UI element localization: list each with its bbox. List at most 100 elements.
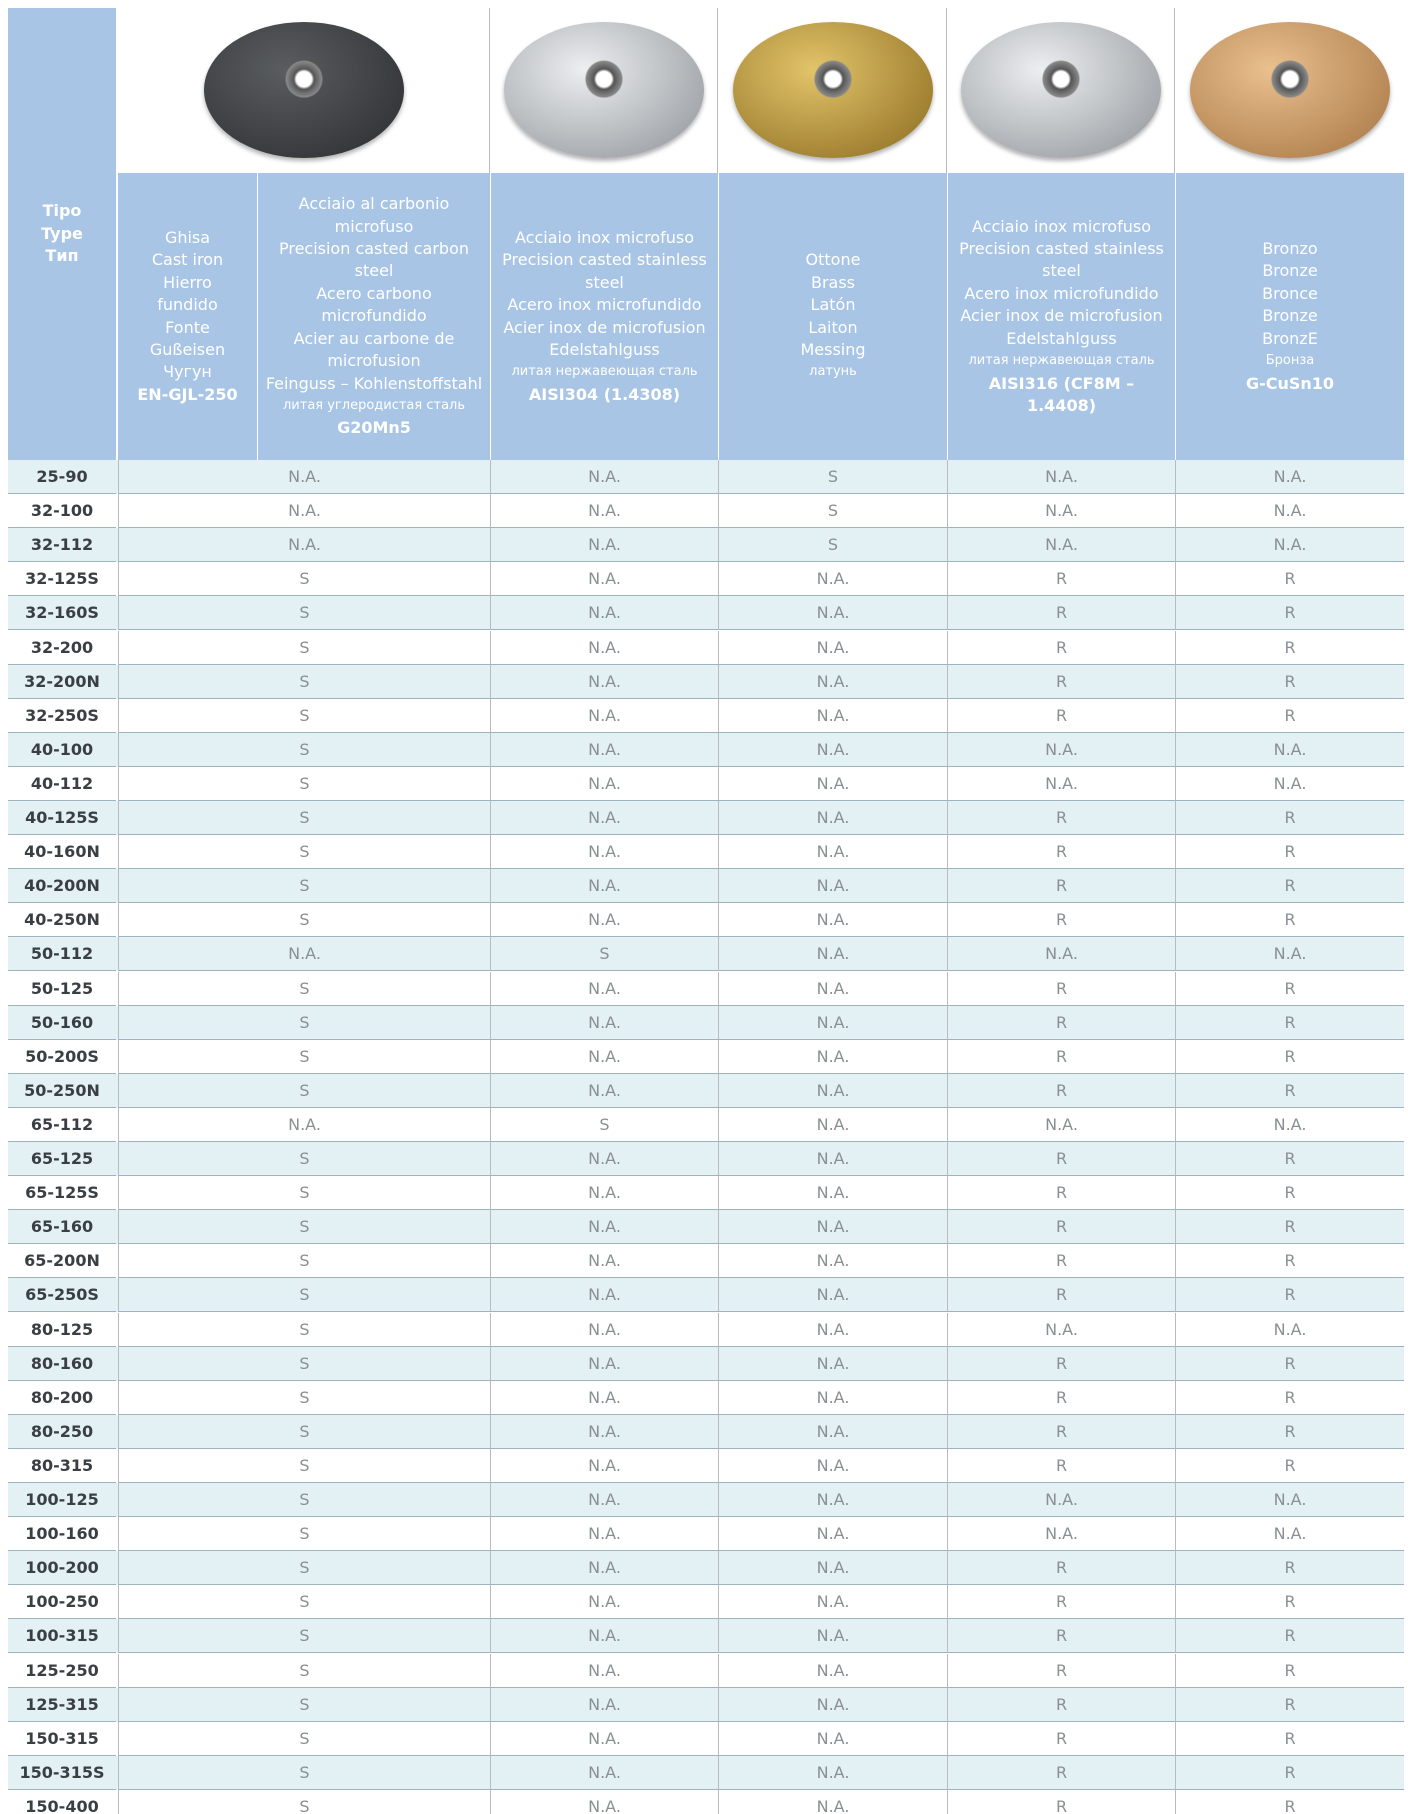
value-cell: N.A. [490,1142,718,1176]
value-cell: R [1175,1585,1404,1619]
type-cell: 32-200N [8,665,116,699]
value-cell: R [947,1551,1175,1585]
type-cell: 65-112 [8,1108,116,1142]
value-cell: S [118,1313,490,1347]
value-cell: S [118,1210,490,1244]
type-cell: 150-315S [8,1756,116,1790]
value-cell: R [947,1244,1175,1278]
value-cell: S [118,1244,490,1278]
value-cell: N.A. [718,665,947,699]
value-cell: N.A. [718,835,947,869]
material-name: Hierro [163,272,212,294]
material-name: Acier inox de microfusion [503,317,705,339]
type-cell: 65-125 [8,1142,116,1176]
value-cell: N.A. [490,835,718,869]
type-cell: 40-100 [8,733,116,767]
material-name: Acciaio inox microfuso [972,216,1151,238]
material-name: Precision casted carbon steel [262,238,486,283]
value-cell: S [118,1654,490,1688]
value-cell: N.A. [947,937,1175,971]
material-name: Precision casted stainless steel [952,238,1171,283]
value-cell: N.A. [947,1313,1175,1347]
material-name: Bronce [1262,283,1318,305]
value-cell: R [1175,1619,1404,1653]
value-cell: S [118,767,490,801]
type-cell: 65-125S [8,1176,116,1210]
value-cell: S [118,665,490,699]
value-cell: N.A. [490,733,718,767]
value-cell: N.A. [118,460,490,494]
value-cell: R [1175,1381,1404,1415]
value-cell: N.A. [718,972,947,1006]
value-cell: N.A. [718,1517,947,1551]
value-cell: S [118,903,490,937]
value-cell: N.A. [1175,1313,1404,1347]
value-cell: S [490,1108,718,1142]
value-cell: S [118,562,490,596]
type-cell: 32-112 [8,528,116,562]
material-name: Cast iron [152,249,223,271]
material-name: fundido [157,294,217,316]
material-name: BronzE [1262,328,1318,350]
value-cell: R [947,1415,1175,1449]
value-cell: N.A. [718,1278,947,1312]
value-cell: N.A. [718,1142,947,1176]
impeller-image [961,22,1161,158]
type-label: Tipo [43,200,82,222]
value-cell: S [118,1074,490,1108]
type-cell: 32-125S [8,562,116,596]
material-name: Edelstahlguss [549,339,660,361]
page: TipoTypeТипGhisaCast ironHierrofundidoFo… [0,0,1408,1814]
value-cell: N.A. [718,596,947,630]
value-cell: R [947,1040,1175,1074]
value-cell: S [118,1449,490,1483]
value-cell: R [1175,1449,1404,1483]
impeller-image [1190,22,1390,158]
value-cell: S [118,1415,490,1449]
type-cell: 32-160S [8,596,116,630]
value-cell: N.A. [490,1449,718,1483]
value-cell: N.A. [947,767,1175,801]
value-cell: S [118,733,490,767]
value-cell: R [1175,972,1404,1006]
value-cell: R [947,1074,1175,1108]
value-cell: R [1175,1415,1404,1449]
value-cell: R [1175,1347,1404,1381]
value-cell: N.A. [490,1278,718,1312]
value-cell: N.A. [490,665,718,699]
value-cell: N.A. [718,1722,947,1756]
type-cell: 50-200S [8,1040,116,1074]
type-cell: 25-90 [8,460,116,494]
value-cell: R [947,665,1175,699]
type-cell: 50-112 [8,937,116,971]
value-cell: S [118,1790,490,1814]
value-cell: N.A. [490,1483,718,1517]
type-cell: 40-160N [8,835,116,869]
value-cell: N.A. [490,631,718,665]
type-cell: 80-200 [8,1381,116,1415]
value-cell: R [1175,1142,1404,1176]
value-cell: S [118,1756,490,1790]
value-cell: N.A. [718,1040,947,1074]
value-cell: N.A. [718,1244,947,1278]
value-cell: S [118,1278,490,1312]
value-cell: R [1175,665,1404,699]
value-cell: R [1175,1654,1404,1688]
value-cell: N.A. [718,733,947,767]
value-cell: N.A. [947,460,1175,494]
value-cell: N.A. [947,494,1175,528]
type-cell: 80-250 [8,1415,116,1449]
type-cell: 150-315 [8,1722,116,1756]
value-cell: R [947,1688,1175,1722]
